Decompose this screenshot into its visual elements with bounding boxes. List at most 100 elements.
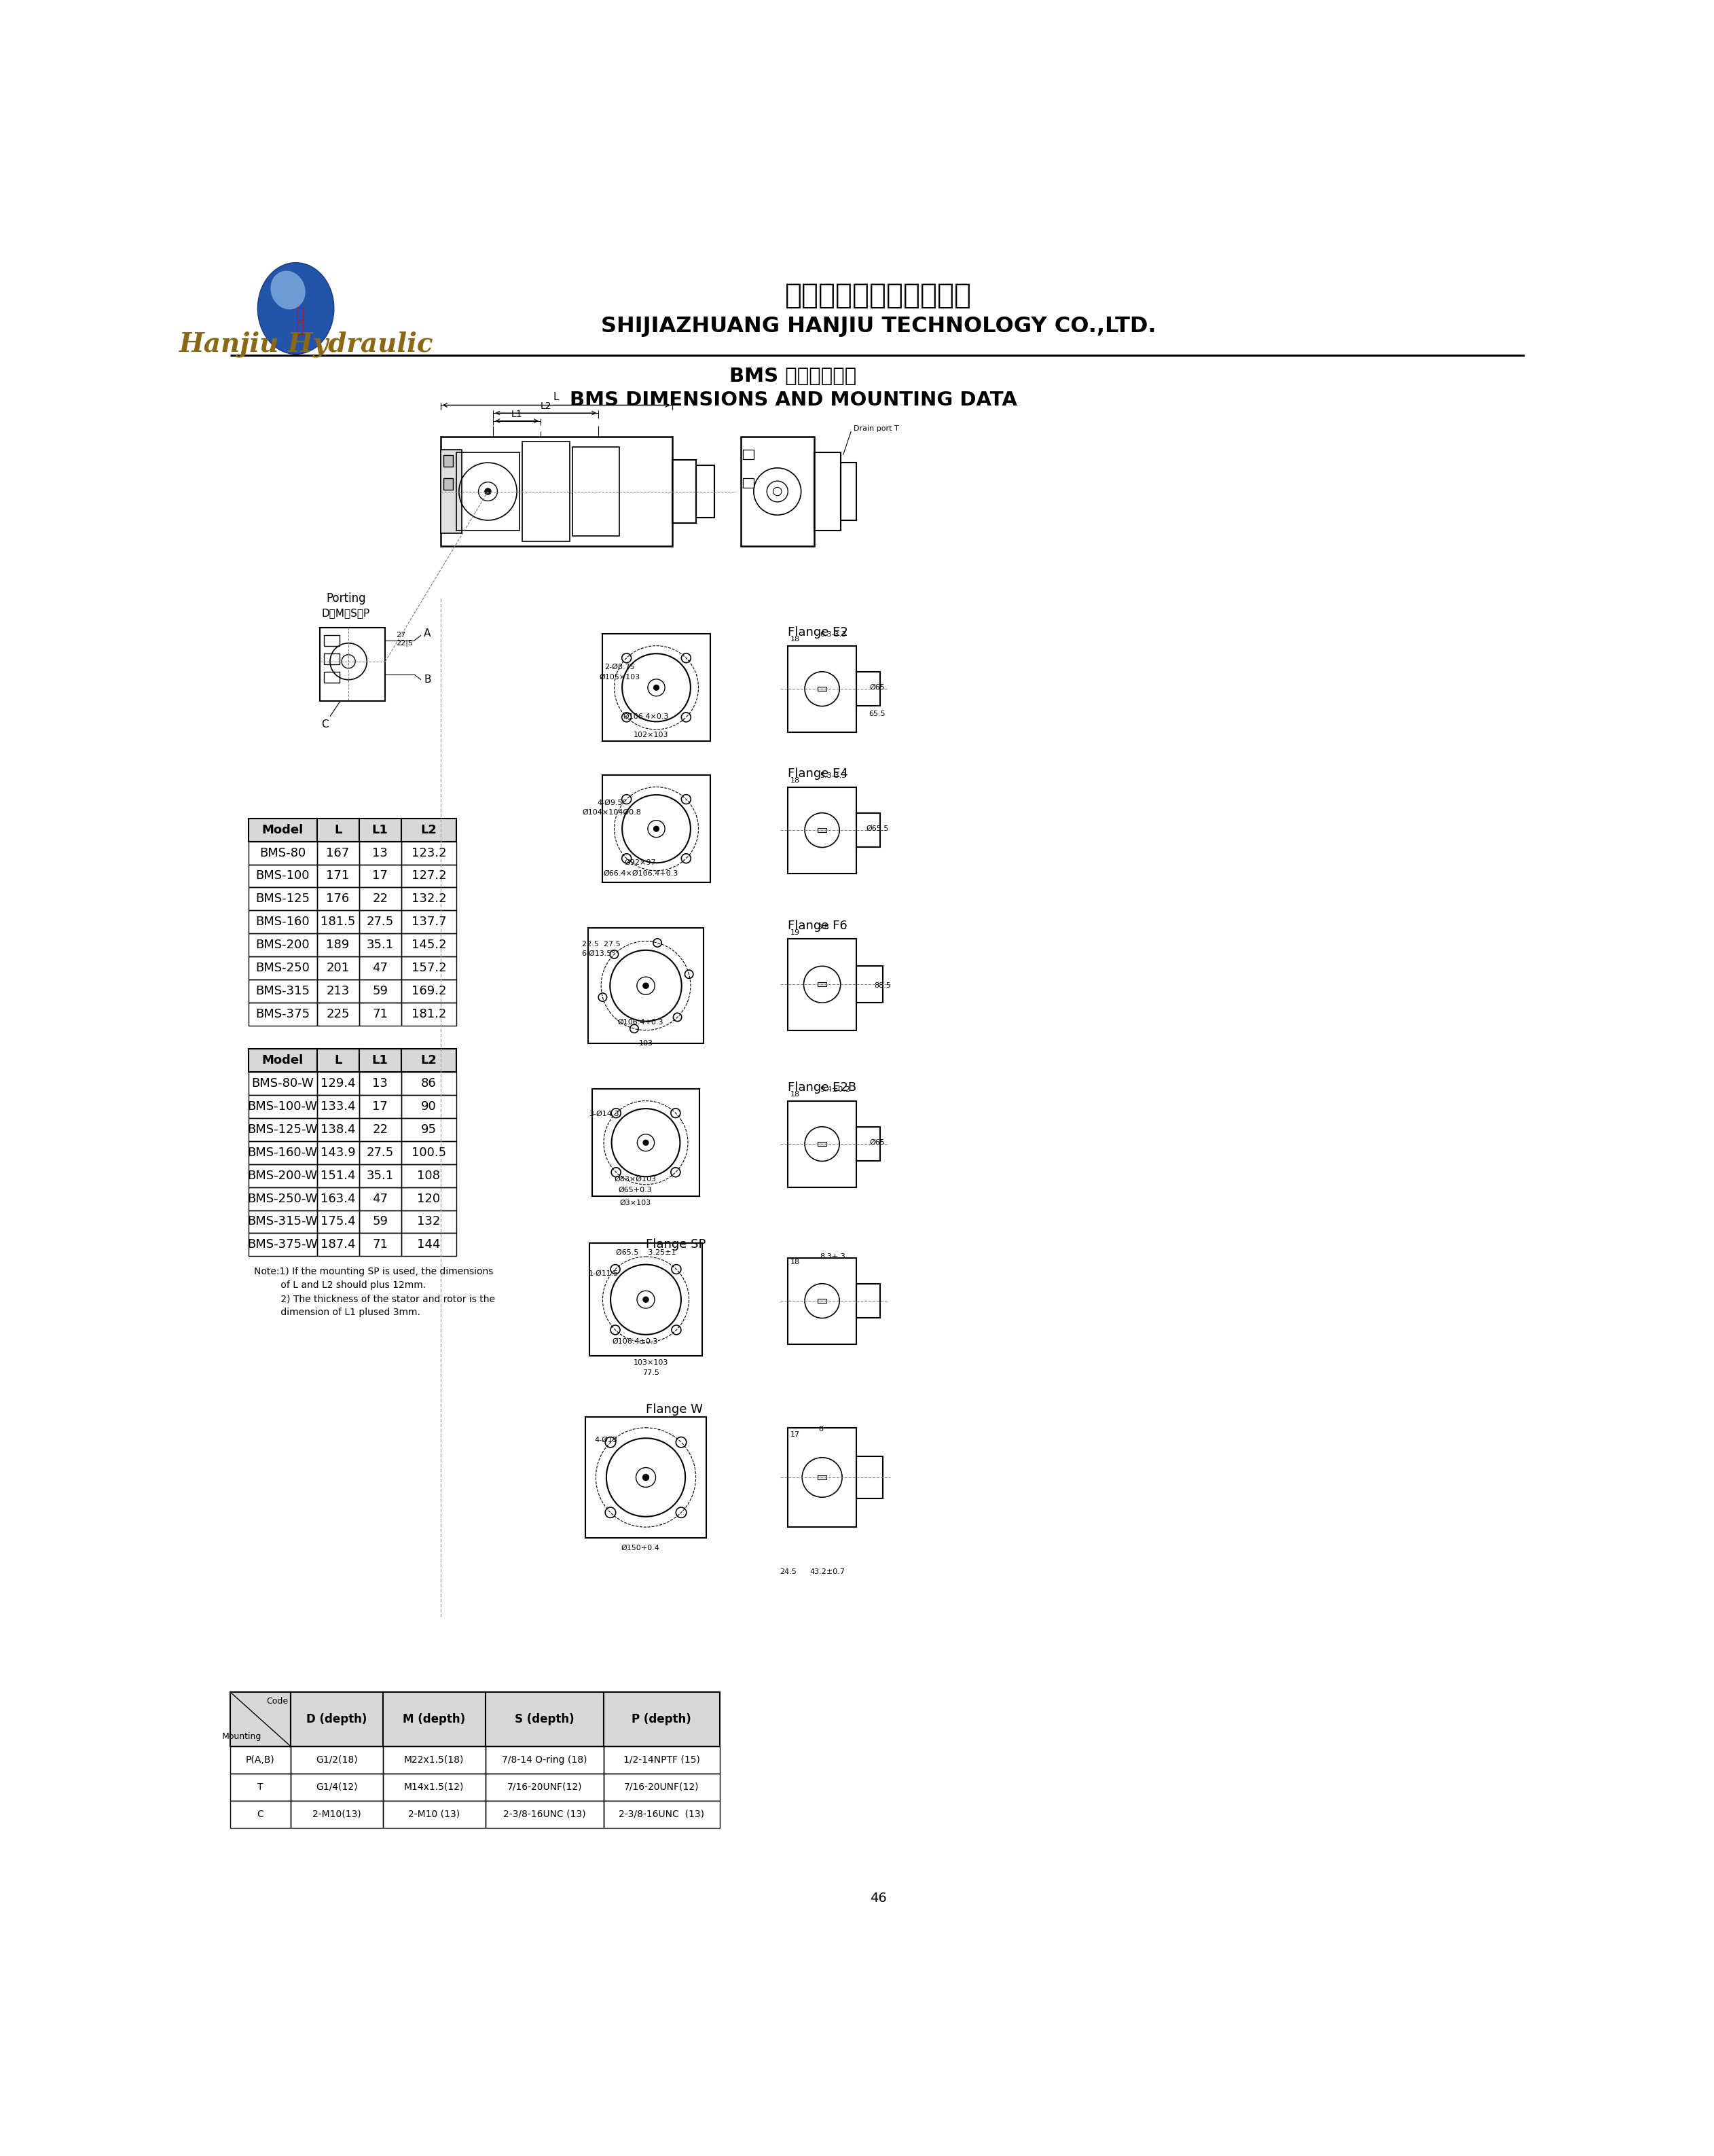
Text: 18: 18 (790, 778, 800, 785)
Text: 22|5: 22|5 (396, 640, 413, 647)
Text: L1: L1 (372, 824, 387, 837)
Bar (317, 910, 358, 934)
Text: 22.5  27.5: 22.5 27.5 (581, 940, 620, 946)
Text: C: C (321, 720, 329, 729)
Text: 95: 95 (422, 1123, 437, 1136)
Text: 103: 103 (639, 1039, 653, 1046)
Bar (603, 1800, 720, 1828)
Bar (603, 1746, 720, 1774)
Bar (249, 1210, 317, 1233)
Text: 88.5: 88.5 (874, 983, 891, 990)
Text: Ø92×97: Ø92×97 (624, 860, 656, 867)
Bar (788, 938, 857, 1031)
Text: 65.5: 65.5 (869, 709, 886, 718)
Bar (358, 1210, 401, 1233)
Bar (788, 1102, 857, 1188)
Bar (317, 1141, 358, 1164)
Text: Code: Code (266, 1697, 288, 1705)
Bar (401, 1188, 456, 1210)
Text: 90: 90 (422, 1100, 437, 1112)
Bar (857, 1128, 879, 1160)
Text: 163.4: 163.4 (321, 1192, 355, 1205)
Bar (317, 1050, 358, 1072)
Text: BMS-250: BMS-250 (255, 962, 310, 975)
Bar (401, 1141, 456, 1164)
Text: 6.3-3.3: 6.3-3.3 (819, 632, 847, 638)
Bar (249, 888, 317, 910)
Bar (317, 979, 358, 1003)
Bar (744, 479, 754, 487)
Text: Flange E2B: Flange E2B (788, 1082, 857, 1093)
Bar (401, 819, 456, 841)
Text: BMS-315: BMS-315 (255, 985, 310, 996)
Bar (358, 1188, 401, 1210)
Bar (382, 1774, 485, 1800)
Text: L: L (554, 392, 559, 403)
Text: C: C (257, 1809, 264, 1820)
Text: Ø65: Ø65 (869, 1138, 884, 1147)
Text: BMS-125: BMS-125 (255, 893, 310, 906)
Text: 181.5: 181.5 (321, 916, 355, 927)
Text: 151.4: 151.4 (321, 1169, 355, 1181)
Bar (249, 1095, 317, 1119)
Bar (591, 1089, 699, 1197)
Text: Drain port T: Drain port T (854, 425, 900, 431)
Text: 17: 17 (372, 869, 387, 882)
Text: 123.2: 123.2 (411, 847, 446, 858)
Text: 1-Ø11.5: 1-Ø11.5 (588, 1270, 619, 1276)
Bar (317, 1164, 358, 1188)
Text: L1: L1 (372, 1054, 387, 1067)
Text: 145.2: 145.2 (411, 938, 446, 951)
Text: 2-M10(13): 2-M10(13) (312, 1809, 362, 1820)
Text: 4-Ø9.5°: 4-Ø9.5° (596, 800, 626, 806)
Text: 201: 201 (326, 962, 350, 975)
Text: 27.5: 27.5 (367, 1147, 394, 1158)
Bar (291, 1800, 382, 1828)
Text: 8.3+.3: 8.3+.3 (819, 1253, 845, 1259)
Bar (401, 934, 456, 957)
Text: 17: 17 (790, 1432, 800, 1438)
Text: Ø106.4×0.3: Ø106.4×0.3 (622, 714, 668, 720)
Text: BMS 安装连接尺寸: BMS 安装连接尺寸 (730, 367, 857, 386)
Bar (317, 1072, 358, 1095)
Bar (317, 1210, 358, 1233)
Text: Flange SP: Flange SP (646, 1238, 706, 1250)
Text: 102×103: 102×103 (634, 731, 668, 737)
Text: BMS DIMENSIONS AND MOUNTING DATA: BMS DIMENSIONS AND MOUNTING DATA (569, 390, 1016, 410)
Bar (401, 1003, 456, 1026)
Text: 138.4: 138.4 (321, 1123, 355, 1136)
Circle shape (653, 826, 660, 832)
Text: BMS-100-W: BMS-100-W (249, 1100, 317, 1112)
Bar (249, 1164, 317, 1188)
Text: Ø65.5    3.25±1: Ø65.5 3.25±1 (615, 1248, 675, 1257)
Bar (444, 479, 452, 489)
Bar (358, 819, 401, 841)
Text: 九: 九 (297, 321, 305, 334)
Bar (603, 1692, 720, 1746)
Bar (382, 1746, 485, 1774)
Bar (249, 979, 317, 1003)
Bar (818, 686, 826, 690)
Bar (317, 841, 358, 865)
Circle shape (643, 1141, 648, 1145)
Text: 7/16-20UNF(12): 7/16-20UNF(12) (507, 1783, 583, 1792)
Text: Flange E4: Flange E4 (788, 768, 848, 780)
Text: 133.4: 133.4 (321, 1100, 355, 1112)
Text: Flange E2: Flange E2 (788, 627, 848, 638)
Text: 18: 18 (790, 1259, 800, 1266)
Bar (788, 647, 857, 733)
Text: T: T (257, 1783, 264, 1792)
Bar (740, 436, 814, 545)
Bar (485, 1746, 603, 1774)
Bar (358, 1095, 401, 1119)
Text: L1: L1 (511, 410, 523, 418)
Bar (249, 1188, 317, 1210)
Text: 187.4: 187.4 (321, 1238, 355, 1250)
Bar (249, 1003, 317, 1026)
Bar (230, 1692, 291, 1746)
Bar (358, 1119, 401, 1141)
Text: 7/8-14 O-ring (18): 7/8-14 O-ring (18) (502, 1755, 588, 1764)
Text: 100.5: 100.5 (411, 1147, 446, 1158)
Bar (249, 934, 317, 957)
Bar (401, 1164, 456, 1188)
